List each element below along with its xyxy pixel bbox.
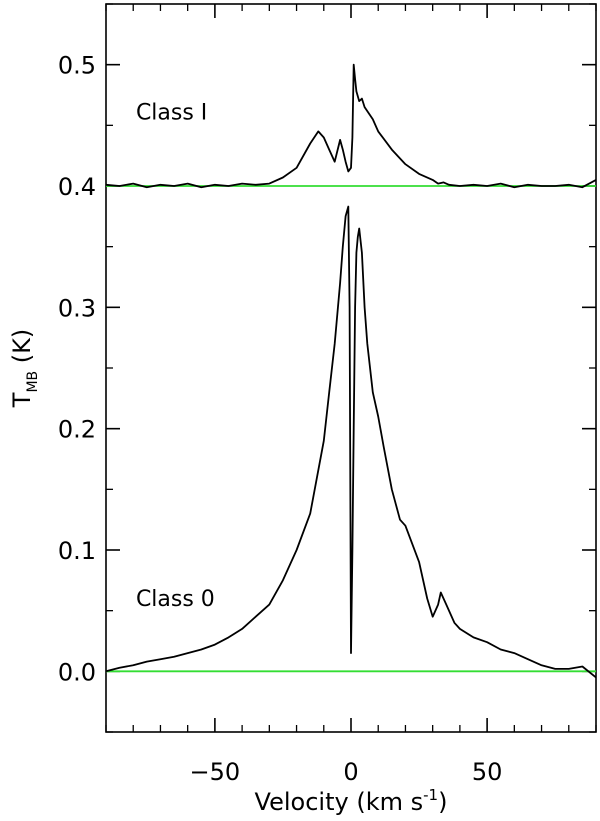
annotation-label: Class I	[136, 100, 207, 125]
axis-ticks	[105, 3, 597, 733]
annotation-label: Class 0	[136, 587, 215, 612]
series-line-0	[105, 63, 597, 189]
series-line-1	[105, 205, 597, 679]
y-axis-title-rest: (K)	[8, 329, 36, 371]
y-tick-label: 0.3	[58, 294, 96, 322]
baselines	[106, 185, 596, 673]
y-axis-title: TMB (K)	[8, 329, 41, 408]
x-axis-title-base: Velocity (km s	[255, 788, 424, 816]
tick-labels: −50 0 50 0.0 0.1 0.2 0.3 0.4 0.5	[58, 52, 503, 786]
x-tick-label: 0	[343, 758, 358, 786]
x-axis-title-close: )	[438, 788, 447, 816]
x-axis-title-sup: -1	[423, 786, 438, 804]
y-tick-label: 0.0	[58, 658, 96, 686]
series-group	[105, 63, 597, 679]
y-tick-label: 0.5	[58, 52, 96, 80]
y-axis-title-base: T	[8, 392, 36, 408]
y-axis-title-sub: MB	[25, 371, 41, 393]
y-tick-label: 0.2	[58, 416, 96, 444]
x-tick-label: −50	[190, 758, 241, 786]
y-tick-label: 0.4	[58, 173, 96, 201]
y-tick-label: 0.1	[58, 537, 96, 565]
x-tick-label: 50	[472, 758, 503, 786]
annotations: Class I Class 0	[136, 100, 215, 612]
x-axis-title: Velocity (km s-1)	[255, 786, 448, 816]
